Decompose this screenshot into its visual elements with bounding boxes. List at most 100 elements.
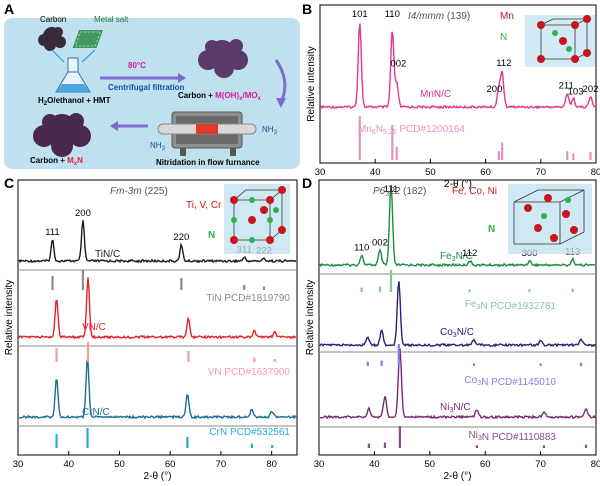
x-axis-label: 2-θ (°) xyxy=(144,471,172,482)
peak-index-label: 110 xyxy=(385,9,400,20)
peak-index-label: 110 xyxy=(354,242,369,253)
xrd-pattern-line xyxy=(18,220,297,264)
arrow-icon xyxy=(51,49,65,63)
reference-label: Ni3N PCD#1110883 xyxy=(469,430,557,443)
x-tick-label: 50 xyxy=(114,459,125,470)
legend-metal: Fe, Co, Ni xyxy=(452,186,497,197)
series-label: MnN/C xyxy=(420,89,451,100)
x-tick-label: 70 xyxy=(536,167,547,178)
final-product-label: Carbon + MxN xyxy=(30,156,83,167)
nitride-carbon-icon xyxy=(33,113,91,157)
reference-label: Fe3N PCD#1932781 xyxy=(465,299,557,312)
series-label: TiN/C xyxy=(95,249,120,260)
panel-letter-a: A xyxy=(4,1,14,17)
peak-index-label: 002 xyxy=(372,237,388,248)
peak-index-label: 202 xyxy=(583,84,599,95)
peak-index-label: 103 xyxy=(568,87,584,98)
plot-area-d: 30 40 50 60 70 80 2-θ (°) Relative intensity Fe3… xyxy=(305,184,600,482)
peak-index-label: 111 xyxy=(384,184,398,195)
x-tick-label: 80 xyxy=(266,459,277,470)
x-tick-label: 80 xyxy=(591,459,600,470)
spacegroup-label: Fm-3m (225) xyxy=(110,186,168,197)
arrow-head-icon xyxy=(110,121,118,131)
arrow-icon xyxy=(274,59,287,101)
y-axis-label: Relative intensity xyxy=(4,280,15,356)
filtration-label: Centrifugal filtration xyxy=(108,83,185,92)
x-tick-label: 50 xyxy=(425,459,436,470)
series-label: Ni3N/C xyxy=(440,402,471,414)
reference-label: Mn6N5.26 PCD#1200164 xyxy=(358,124,465,136)
x-tick-label: 80 xyxy=(591,167,600,178)
solvent-label: H2O/ethanol + HMT xyxy=(38,96,111,107)
peak-index-label: 220 xyxy=(173,232,189,243)
reference-label: TiN PCD#1819790 xyxy=(206,293,290,304)
x-tick-label: 60 xyxy=(480,459,491,470)
nh3-out-label: NH3 xyxy=(262,125,278,136)
x-tick-label: 30 xyxy=(314,459,325,470)
xrd-pattern-line xyxy=(320,348,596,420)
series-label: Co3N/C xyxy=(440,327,474,339)
peak-index-label: 112 xyxy=(462,248,477,259)
y-axis-label: Relative intensity xyxy=(306,46,317,122)
spacegroup-label: I4/mmm (139) xyxy=(408,11,470,22)
reference-label: CrN PCD#532561 xyxy=(209,427,290,438)
x-tick-label: 40 xyxy=(369,459,380,470)
carbon-label: Carbon xyxy=(40,15,66,24)
temperature-label: 80°C xyxy=(128,61,146,70)
plot-area-b: 30 40 50 60 70 802-θ (°)Relative intensity MnN… xyxy=(306,9,600,190)
crystal-structure-icon xyxy=(224,184,290,254)
panel-letter-b: B xyxy=(302,1,312,17)
crystal-structure-icon xyxy=(525,15,595,67)
legend-nitrogen: N xyxy=(500,32,507,43)
spacegroup-label: P6322 (182) xyxy=(373,186,426,198)
crystal-structure-icon xyxy=(508,184,592,254)
legend-nitrogen: N xyxy=(208,230,215,241)
panel-letter-d: D xyxy=(302,175,312,191)
carbon-particle-icon xyxy=(38,27,66,51)
x-axis-label: 2-θ (°) xyxy=(444,179,472,190)
xrd-pattern-line xyxy=(319,281,596,348)
panel-b: B 30 40 50 60 70 80 2-θ (°) Relative intensity M… xyxy=(302,1,600,190)
y-axis-label: Relative intensity xyxy=(305,280,316,356)
arrow-head-icon xyxy=(178,73,186,83)
peak-index-label: 200 xyxy=(75,208,91,219)
x-tick-label: 60 xyxy=(480,167,491,178)
hydroxide-label: Carbon + M(OH)x/MOx xyxy=(178,91,262,102)
peak-index-label: 111 xyxy=(45,227,59,238)
x-tick-label: 30 xyxy=(315,167,326,178)
process-label: Nitridation in flow furnance xyxy=(156,158,260,167)
x-tick-label: 50 xyxy=(425,167,436,178)
panel-d: D 30 40 50 60 70 80 2-θ (°) Relative intensity F… xyxy=(302,175,600,482)
series-label: Fe3N/C xyxy=(440,251,473,263)
hydroxide-carbon-icon xyxy=(198,39,248,78)
peak-index-label: 211 xyxy=(559,80,574,91)
x-tick-label: 40 xyxy=(63,459,74,470)
x-tick-label: 70 xyxy=(535,459,546,470)
xrd-pattern-line xyxy=(319,184,595,268)
xrd-pattern-line xyxy=(18,277,297,340)
peak-index-label: 101 xyxy=(352,9,368,20)
arrow-icon xyxy=(81,49,96,63)
x-tick-label: 60 xyxy=(165,459,176,470)
metal-salt-icon xyxy=(72,30,104,48)
x-tick-label: 30 xyxy=(13,459,24,470)
panel-c: C 30 40 50 60 70 80 2-θ (°) Relative intensity T… xyxy=(4,175,298,482)
series-label: CrN/C xyxy=(82,407,110,418)
nh3-in-label: NH3 xyxy=(150,141,166,152)
flask-icon xyxy=(55,57,91,93)
plot-frame xyxy=(318,179,597,456)
legend-metal: Mn xyxy=(500,11,514,22)
xrd-pattern-line xyxy=(19,359,297,420)
furnace-icon xyxy=(157,111,257,156)
legend-metal: Ti, V, Cr xyxy=(186,200,222,211)
panel-a: A Carbon Metal salt H2O/ethanol + HMT 80… xyxy=(4,1,300,169)
panel-letter-c: C xyxy=(4,175,14,191)
x-axis-label: 2-θ (°) xyxy=(444,471,472,482)
series-label: VN/C xyxy=(82,322,106,333)
xrd-pattern-line xyxy=(320,23,596,110)
arrow-head-icon xyxy=(276,98,286,108)
peak-index-label: 200 xyxy=(487,84,503,95)
metal-salt-label: Metal salt xyxy=(94,15,129,24)
legend-nitrogen: N xyxy=(488,224,495,235)
